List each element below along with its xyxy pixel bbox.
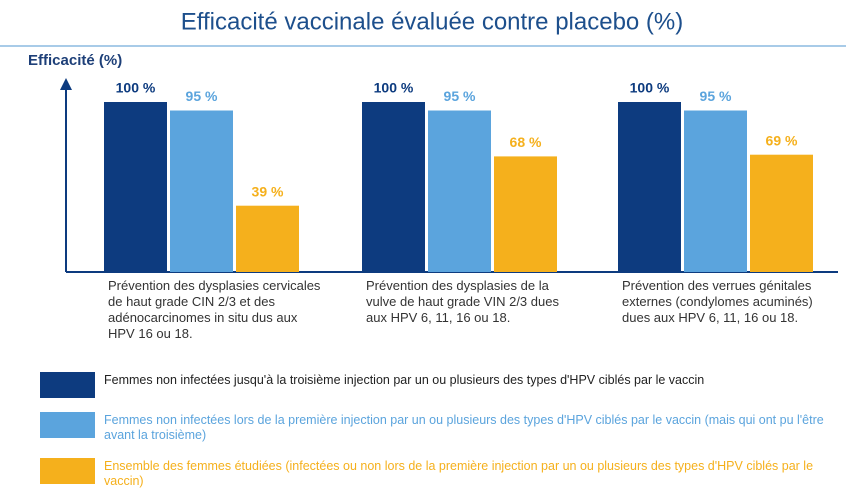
bar xyxy=(236,205,299,272)
value-label: 100 % xyxy=(630,80,670,96)
bar xyxy=(362,102,425,272)
legend-entry: Femmes non infectées jusqu'à la troisièm… xyxy=(104,373,705,387)
y-axis-label: Efficacité (%) xyxy=(28,52,122,69)
category-label: Prévention des dysplasies de la vulve de… xyxy=(366,278,559,325)
bar xyxy=(684,110,747,272)
value-label: 95 % xyxy=(186,88,218,104)
bar xyxy=(104,102,167,272)
y-axis-arrow xyxy=(60,78,72,90)
chart-title: Efficacité vaccinale évaluée contre plac… xyxy=(181,8,684,35)
category-label: Prévention des verrues génitales externe… xyxy=(622,278,813,325)
bar xyxy=(618,102,681,272)
bar xyxy=(170,110,233,272)
bar xyxy=(428,110,491,272)
value-label: 68 % xyxy=(510,134,542,150)
value-label: 95 % xyxy=(700,88,732,104)
value-label: 39 % xyxy=(252,183,284,199)
value-label: 100 % xyxy=(116,80,156,96)
legend-entry: Ensemble des femmes étudiées (infectées … xyxy=(104,459,814,488)
value-label: 95 % xyxy=(444,88,476,104)
bar xyxy=(494,156,557,272)
value-label: 69 % xyxy=(766,132,798,148)
bar xyxy=(750,154,813,272)
category-label: Prévention des dysplasies cervicales de … xyxy=(108,278,321,341)
legend-swatch xyxy=(40,458,95,484)
legend-entry: Femmes non infectées lors de la première… xyxy=(104,413,824,442)
legend-swatch xyxy=(40,372,95,398)
value-label: 100 % xyxy=(374,80,414,96)
legend-swatch xyxy=(40,412,95,438)
